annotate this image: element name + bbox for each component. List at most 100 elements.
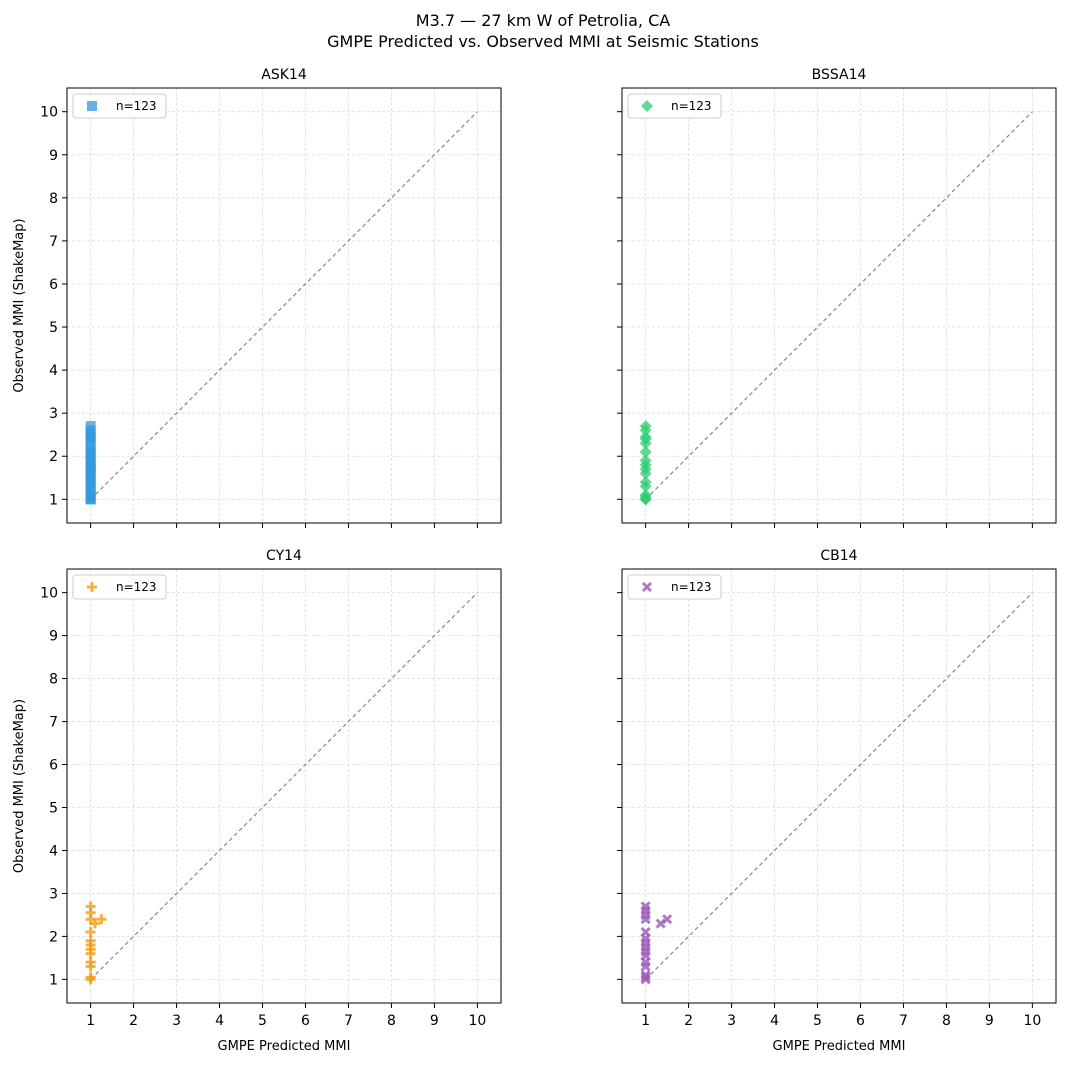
subplot-cb14: 1 2 3 4 5 6 7 8 9 10 CB14 GMPE Predicted MMI n=123 (617, 548, 1057, 1054)
x-tick-label: 5 (258, 1013, 267, 1029)
y-tick-label: 1 (49, 972, 58, 988)
y-tick-label: 10 (40, 586, 58, 602)
subplot-title: CB14 (820, 548, 857, 564)
x-tick-label: 1 (641, 1013, 650, 1029)
legend-frame (627, 93, 722, 119)
figure-title-line2: GMPE Predicted vs. Observed MMI at Seism… (327, 32, 759, 51)
y-tick-label: 6 (49, 758, 58, 774)
series-points (85, 901, 107, 985)
y-tick-label: 1 (49, 492, 58, 508)
data-point (639, 445, 652, 458)
x-tick-label: 3 (172, 1013, 181, 1029)
data-point (85, 957, 96, 968)
y-tick-label: 7 (49, 715, 58, 731)
y-tick-label: 6 (49, 277, 58, 293)
data-point (85, 421, 96, 432)
one-to-one-reference-line (90, 111, 478, 500)
y-tick-label: 9 (49, 148, 58, 164)
plot-frame (621, 87, 1057, 524)
one-to-one-reference-line (90, 592, 478, 980)
x-tick-label: 8 (387, 1013, 396, 1029)
y-tick-label: 5 (49, 320, 58, 336)
x-tick-label: 9 (430, 1013, 439, 1029)
legend-label: n=123 (116, 99, 157, 113)
x-tick-label: 2 (684, 1013, 693, 1029)
legend-frame (72, 93, 167, 119)
legend-label: n=123 (116, 580, 157, 594)
legend-frame (72, 574, 167, 600)
x-tick-label: 4 (770, 1013, 779, 1029)
data-point (640, 970, 651, 981)
subplot-title: ASK14 (261, 67, 307, 83)
legend-marker (641, 581, 653, 593)
x-tick-label: 10 (1023, 1013, 1041, 1029)
x-tick-label: 10 (468, 1013, 486, 1029)
x-tick-label: 1 (86, 1013, 95, 1029)
legend-marker (641, 100, 653, 112)
subplot-grid: 1 2 3 4 5 6 7 8 9 10 ASK14 Observed MMI (ShakeMap) n… (12, 67, 1057, 1054)
one-to-one-reference-line (645, 111, 1033, 500)
legend-frame (627, 574, 722, 600)
y-tick-label: 8 (49, 672, 58, 688)
data-point (662, 914, 673, 925)
data-point (639, 420, 652, 433)
x-tick-label: 8 (942, 1013, 951, 1029)
data-point (89, 918, 100, 929)
subplot-bssa14: BSSA14 n=123 (617, 67, 1057, 528)
x-tick-label: 7 (899, 1013, 908, 1029)
legend-marker (87, 582, 97, 592)
data-point (85, 935, 96, 946)
data-point (639, 430, 652, 443)
plot-frame (621, 568, 1057, 1004)
x-tick-label: 9 (985, 1013, 994, 1029)
series-points (639, 420, 652, 506)
y-tick-label: 9 (49, 629, 58, 645)
legend-label: n=123 (671, 99, 712, 113)
x-tick-label: 5 (813, 1013, 822, 1029)
legend: n=123 (627, 93, 722, 119)
legend-label: n=123 (671, 580, 712, 594)
figure-title-line1: M3.7 — 27 km W of Petrolia, CA (416, 11, 670, 30)
x-axis-label: GMPE Predicted MMI (773, 1039, 906, 1054)
subplot-ask14: 1 2 3 4 5 6 7 8 9 10 ASK14 Observed MMI (ShakeMap) n… (12, 67, 502, 528)
y-tick-label: 2 (49, 449, 58, 465)
series-points (85, 421, 96, 505)
data-point (640, 972, 651, 983)
y-axis-label: Observed MMI (ShakeMap) (12, 218, 27, 392)
y-tick-label: 3 (49, 886, 58, 902)
x-tick-label: 3 (727, 1013, 736, 1029)
subplot-title: BSSA14 (812, 67, 867, 83)
plot-frame (66, 568, 502, 1004)
subplot-title: CY14 (266, 548, 302, 564)
legend: n=123 (72, 574, 167, 600)
y-tick-label: 5 (49, 800, 58, 816)
x-axis-label: GMPE Predicted MMI (218, 1039, 351, 1054)
data-point (85, 972, 96, 983)
legend-marker (87, 101, 97, 111)
data-point (655, 918, 666, 929)
x-tick-label: 7 (344, 1013, 353, 1029)
x-tick-label: 4 (215, 1013, 224, 1029)
y-axis-label: Observed MMI (ShakeMap) (12, 699, 27, 873)
legend: n=123 (627, 574, 722, 600)
subplot-cy14: 1 1 2 2 3 3 4 4 5 5 6 6 7 7 8 8 9 9 10 10 CY14 GMPE Predicted… (12, 548, 502, 1054)
y-tick-label: 4 (49, 843, 58, 859)
y-tick-label: 8 (49, 191, 58, 207)
x-tick-label: 6 (856, 1013, 865, 1029)
legend: n=123 (72, 93, 167, 119)
y-tick-label: 10 (40, 105, 58, 121)
x-tick-label: 6 (301, 1013, 310, 1029)
data-point (639, 476, 652, 489)
plot-frame (66, 87, 502, 524)
data-point (639, 454, 652, 467)
data-point (85, 927, 96, 938)
data-point (96, 914, 107, 925)
y-tick-label: 4 (49, 363, 58, 379)
y-tick-label: 2 (49, 929, 58, 945)
y-tick-label: 3 (49, 406, 58, 422)
one-to-one-reference-line (645, 592, 1033, 980)
data-point (640, 901, 651, 912)
series-points (640, 901, 673, 985)
data-point (85, 901, 96, 912)
